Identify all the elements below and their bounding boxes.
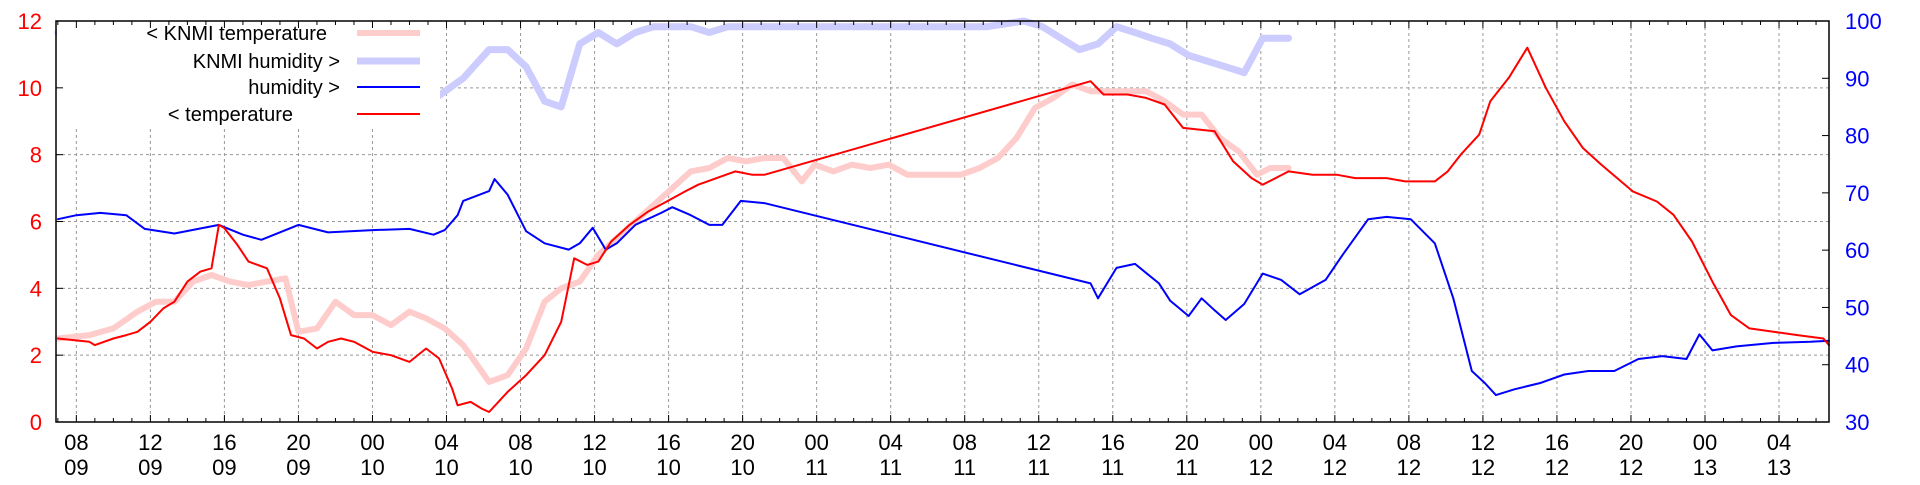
legend-background [57, 22, 440, 126]
x-tick-label-day: 11 [953, 455, 976, 480]
x-tick-label-day: 10 [656, 455, 680, 480]
x-tick-label-time: 04 [1323, 430, 1347, 455]
x-tick-label-time: 20 [286, 430, 310, 455]
x-tick-label-time: 08 [508, 430, 532, 455]
x-tick-label-time: 00 [804, 430, 828, 455]
x-tick-label-time: 08 [952, 430, 976, 455]
y-left-tick-label: 4 [30, 276, 42, 301]
y-right-tick-label: 60 [1845, 238, 1869, 263]
x-tick-label-day: 10 [730, 455, 754, 480]
y-right-tick-label: 90 [1845, 66, 1869, 91]
y-left-tick-label: 6 [30, 210, 42, 235]
y-right-tick-label: 40 [1845, 353, 1869, 378]
x-tick-label-day: 12 [1323, 455, 1347, 480]
x-tick-label-time: 04 [878, 430, 902, 455]
x-tick-label-day: 11 [1101, 455, 1124, 480]
x-tick-label-day: 11 [1175, 455, 1198, 480]
x-tick-label-day: 10 [582, 455, 606, 480]
series-lines [54, 17, 1830, 413]
x-tick-label-time: 20 [1619, 430, 1643, 455]
x-tick-label-day: 09 [286, 455, 310, 480]
x-tick-label-day: 09 [64, 455, 88, 480]
x-tick-label-time: 04 [434, 430, 458, 455]
x-tick-label-time: 08 [1397, 430, 1421, 455]
x-tick-label-time: 12 [1471, 430, 1495, 455]
y-left-tick-label: 12 [18, 9, 42, 34]
x-tick-label-day: 09 [212, 455, 236, 480]
axis-ticks: 0809120916092009001004100810121016102010… [18, 9, 1882, 480]
y-left-tick-label: 2 [30, 343, 42, 368]
x-tick-label-day: 10 [360, 455, 384, 480]
series-line-knmi-humidity [54, 17, 1293, 111]
x-tick-label-time: 04 [1767, 430, 1791, 455]
x-tick-label-day: 11 [805, 455, 828, 480]
x-tick-label-day: 11 [1027, 455, 1050, 480]
x-tick-label-time: 16 [656, 430, 680, 455]
x-tick-label-day: 12 [1471, 455, 1495, 480]
legend: < KNMI temperature KNMI humidity > humidit… [146, 23, 420, 126]
x-tick-label-day: 12 [1397, 455, 1421, 480]
x-tick-label-day: 13 [1767, 455, 1791, 480]
x-tick-label-time: 16 [1101, 430, 1125, 455]
x-tick-label-time: 12 [138, 430, 162, 455]
x-tick-label-day: 12 [1619, 455, 1643, 480]
legend-label: humidity > [248, 77, 340, 99]
legend-label: < temperature [168, 104, 293, 126]
x-tick-label-day: 12 [1545, 455, 1569, 480]
y-left-tick-label: 10 [18, 76, 42, 101]
x-tick-label-day: 12 [1249, 455, 1273, 480]
x-tick-label-time: 12 [582, 430, 606, 455]
x-tick-label-day: 13 [1693, 455, 1717, 480]
y-left-tick-label: 8 [30, 143, 42, 168]
x-tick-label-day: 10 [508, 455, 532, 480]
x-tick-label-time: 00 [1249, 430, 1273, 455]
x-tick-label-time: 00 [1693, 430, 1717, 455]
series-line-knmi-temperature [54, 81, 1292, 385]
legend-label: < KNMI temperature [146, 23, 327, 45]
x-tick-label-time: 16 [1545, 430, 1569, 455]
y-right-tick-label: 70 [1845, 181, 1869, 206]
x-tick-label-day: 10 [434, 455, 458, 480]
y-right-tick-label: 100 [1845, 9, 1882, 34]
x-tick-label-day: 11 [879, 455, 902, 480]
x-tick-label-time: 16 [212, 430, 236, 455]
series-line-temperature [56, 46, 1830, 413]
y-right-tick-label: 30 [1845, 410, 1869, 435]
x-tick-label-time: 08 [64, 430, 88, 455]
y-right-tick-label: 50 [1845, 295, 1869, 320]
x-tick-label-time: 12 [1026, 430, 1050, 455]
y-left-tick-label: 0 [30, 410, 42, 435]
legend-label: KNMI humidity > [193, 51, 340, 73]
x-tick-label-time: 00 [360, 430, 384, 455]
x-tick-label-day: 09 [138, 455, 162, 480]
y-right-tick-label: 80 [1845, 124, 1869, 149]
x-tick-label-time: 20 [730, 430, 754, 455]
grid [56, 21, 1829, 422]
x-tick-label-time: 20 [1175, 430, 1199, 455]
series-line-humidity [56, 178, 1830, 397]
